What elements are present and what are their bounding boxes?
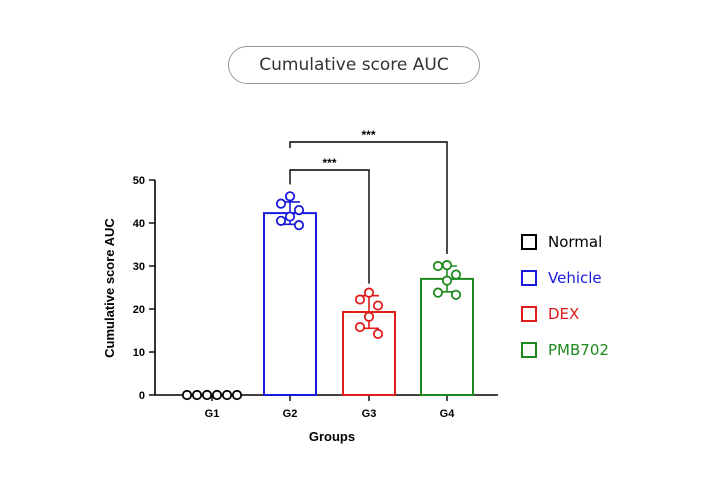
y-tick-label: 20 [133, 304, 145, 316]
x-tick-label: G2 [283, 408, 298, 420]
data-point [181, 389, 193, 401]
data-point [211, 389, 223, 401]
data-point [293, 220, 305, 231]
significance-bracket [289, 169, 370, 284]
legend-label-vehicle: Vehicle [548, 269, 602, 287]
data-point [354, 321, 366, 333]
data-point [191, 389, 203, 401]
data-point [354, 294, 366, 305]
significance-label: *** [361, 128, 375, 142]
chart-title: Cumulative score AUC [228, 46, 480, 84]
legend-swatch-pmb702 [521, 342, 537, 358]
data-point [293, 205, 305, 216]
data-point [450, 269, 462, 280]
y-axis-label: Cumulative score AUC [102, 218, 117, 358]
data-point [221, 389, 233, 401]
data-point [231, 389, 243, 401]
data-point [372, 300, 384, 311]
x-axis-label: Groups [309, 429, 355, 444]
legend-swatch-vehicle [521, 270, 537, 286]
legend-label-dex: DEX [548, 305, 580, 323]
data-point [432, 287, 444, 298]
bar [263, 212, 317, 396]
legend-swatch-dex [521, 306, 537, 322]
bar [420, 277, 474, 396]
legend-swatch-normal [521, 234, 537, 250]
data-point [275, 215, 287, 226]
legend-item-pmb702: PMB702 [521, 332, 609, 368]
data-point [201, 389, 213, 401]
significance-label: *** [322, 156, 336, 170]
data-point [441, 275, 453, 286]
legend-item-dex: DEX [521, 296, 609, 332]
data-point [372, 328, 384, 340]
legend-item-vehicle: Vehicle [521, 260, 609, 296]
x-tick-label: G3 [362, 408, 377, 420]
legend-label-pmb702: PMB702 [548, 341, 609, 359]
data-point [363, 311, 375, 322]
legend: Normal Vehicle DEX PMB702 [521, 224, 609, 368]
x-tick-label: G1 [205, 408, 220, 420]
data-point [363, 287, 375, 298]
x-tick-label: G4 [440, 408, 456, 420]
significance-bracket [289, 141, 448, 254]
data-point [432, 260, 444, 272]
data-point [441, 260, 453, 271]
y-tick-label: 30 [133, 261, 145, 273]
y-tick-label: 10 [133, 347, 145, 359]
data-point [275, 198, 287, 209]
y-tick-label: 0 [139, 390, 145, 402]
legend-item-normal: Normal [521, 224, 609, 260]
y-tick-label: 40 [133, 218, 145, 230]
data-point [450, 289, 462, 300]
legend-label-normal: Normal [548, 233, 603, 251]
data-point [284, 211, 296, 222]
y-tick-label: 50 [133, 175, 145, 187]
data-point [284, 191, 296, 202]
